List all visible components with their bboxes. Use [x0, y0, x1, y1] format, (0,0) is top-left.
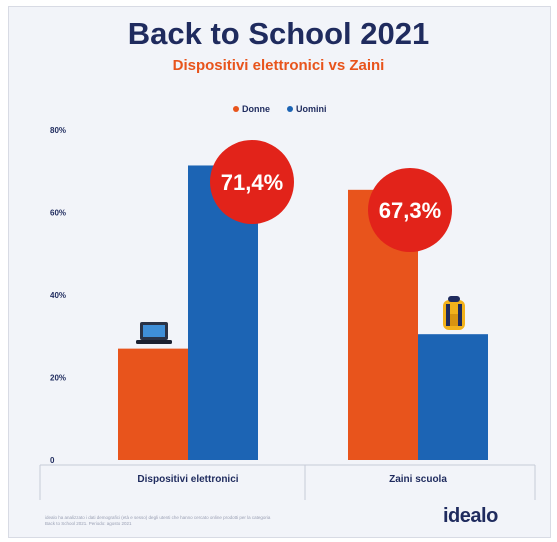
y-tick-label: 80% — [50, 126, 66, 135]
backpack-strap — [446, 304, 450, 326]
bar-uomini — [418, 334, 488, 460]
legend-label: Donne — [242, 104, 270, 114]
category-label: Dispositivi elettronici — [137, 474, 238, 485]
chart-subtitle: Dispositivi elettronici vs Zaini — [172, 57, 385, 74]
backpack-handle — [448, 296, 460, 302]
bar-donne — [118, 348, 188, 460]
legend-swatch — [233, 106, 239, 112]
backpack-pocket — [447, 314, 461, 326]
backpack-strap — [458, 304, 462, 326]
legend-label: Uomini — [296, 104, 327, 114]
y-tick-label: 0 — [50, 456, 55, 465]
footnote: idealo ha analizzato i dati demografici … — [45, 515, 271, 526]
category-label: Zaini scuola — [389, 474, 447, 485]
laptop-screen — [143, 325, 165, 337]
y-tick-label: 60% — [50, 209, 66, 218]
highlight-circle — [210, 140, 294, 224]
laptop-base — [136, 340, 172, 344]
highlight-circle — [368, 168, 452, 252]
legend-swatch — [287, 106, 293, 112]
y-tick-label: 40% — [50, 291, 66, 300]
highlight-label: 71,4% — [221, 170, 283, 195]
chart-title: Back to School 2021 — [127, 16, 430, 51]
highlight-label: 67,3% — [379, 198, 441, 223]
idealo-logo: idealo — [443, 505, 498, 527]
y-tick-label: 20% — [50, 374, 66, 383]
